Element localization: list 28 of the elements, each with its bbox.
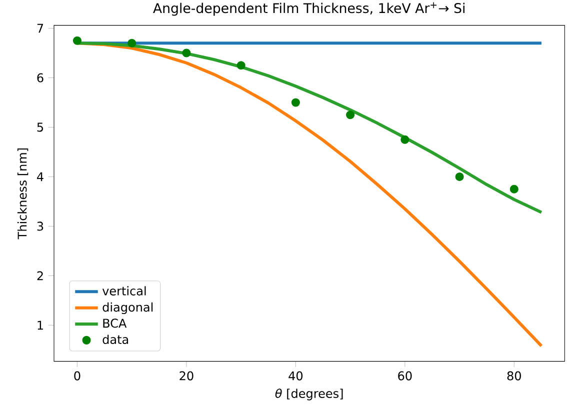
legend-label: vertical xyxy=(102,286,146,296)
y-tick-label: 4 xyxy=(37,172,44,182)
y-tick-label: 3 xyxy=(37,222,44,231)
x-tick-label: 20 xyxy=(180,371,194,380)
y-tick-label: 5 xyxy=(37,122,44,132)
x-tick-label: 60 xyxy=(398,371,412,380)
point xyxy=(400,135,410,144)
x-axis-title: θ [degrees] xyxy=(275,388,343,400)
x-tick-label: 0 xyxy=(74,371,80,380)
y-tick-label: 2 xyxy=(37,271,43,280)
point xyxy=(72,36,82,45)
legend-label: diagonal xyxy=(102,302,153,314)
point xyxy=(128,38,136,48)
chart-title: Angle-dependent Film Thickness, 1keV Ar$^{+}$→ Si xyxy=(153,2,464,16)
x-tick-label: 40 xyxy=(288,371,303,380)
point xyxy=(455,172,464,182)
point xyxy=(346,110,355,120)
y-axis-title: Thickness [nm] xyxy=(17,148,28,240)
x-tick-label: 80 xyxy=(507,371,521,380)
legend-label: BCA xyxy=(103,318,127,328)
y-tick-label: 7 xyxy=(37,24,44,33)
point xyxy=(182,48,191,58)
point xyxy=(510,184,518,194)
y-tick-label: 1 xyxy=(38,320,43,330)
legend-label: data xyxy=(102,334,128,344)
point xyxy=(236,61,246,70)
y-tick-label: 6 xyxy=(37,73,44,82)
point xyxy=(291,98,300,107)
